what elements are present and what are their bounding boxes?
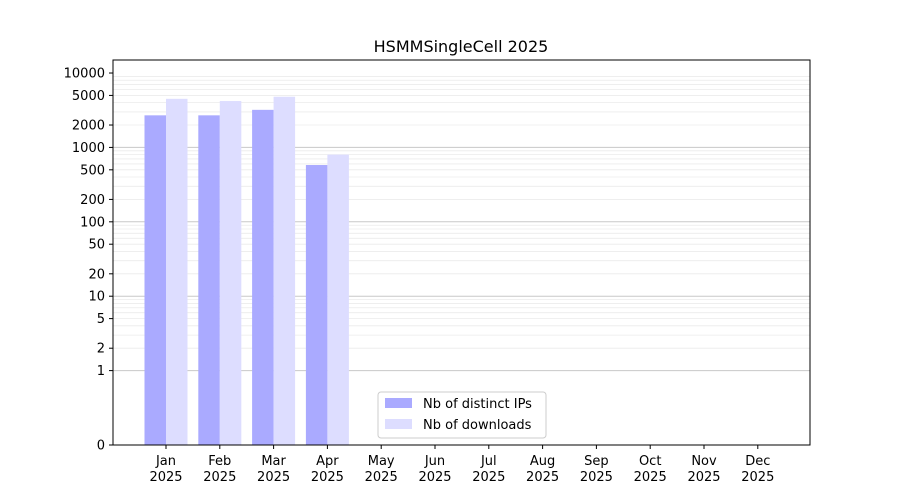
- legend-swatch: [385, 419, 412, 429]
- legend-box: [377, 391, 547, 439]
- x-tick-label: Jul 2025: [472, 454, 505, 485]
- y-tick-label: 5000: [72, 89, 105, 104]
- y-tick-label: 10: [88, 290, 105, 305]
- bar: [327, 154, 349, 445]
- chart-title: HSMMSingleCell 2025: [374, 37, 549, 56]
- bar: [166, 98, 188, 445]
- y-tick-label: 200: [80, 193, 105, 208]
- y-tick-label: 2: [97, 342, 105, 357]
- x-tick-label: Mar 2025: [257, 454, 290, 485]
- x-tick-label: Jan 2025: [149, 454, 182, 485]
- y-tick-label: 100: [80, 215, 105, 230]
- legend-swatch: [385, 398, 412, 408]
- y-tick-label: 1: [97, 364, 105, 379]
- x-tick-label: Feb 2025: [203, 454, 236, 485]
- y-tick-label: 50: [88, 238, 105, 253]
- legend-label: Nb of distinct IPs: [423, 397, 532, 412]
- legend: Nb of distinct IPs Nb of downloads: [377, 391, 547, 439]
- bar: [198, 115, 220, 445]
- x-tick-label: Apr 2025: [311, 454, 344, 485]
- x-tick-label: Nov 2025: [687, 454, 720, 485]
- x-tick-label: Dec 2025: [741, 454, 774, 485]
- y-tick-label: 1000: [72, 141, 105, 156]
- bar: [252, 109, 274, 445]
- y-tick-label: 2000: [72, 119, 105, 134]
- bar: [273, 96, 296, 446]
- x-tick-label: May 2025: [365, 454, 398, 485]
- y-tick-label: 5: [97, 312, 105, 327]
- x-tick-label: Oct 2025: [634, 454, 667, 485]
- y-tick-label: 0: [97, 439, 105, 454]
- legend-label: Nb of downloads: [423, 418, 532, 433]
- x-tick-label: Aug 2025: [526, 454, 559, 485]
- x-tick-label: Jun 2025: [418, 454, 451, 485]
- x-tick-label: Sep 2025: [580, 454, 613, 485]
- bar: [144, 115, 166, 445]
- x-axis: Jan 2025 Feb 2025 Mar 2025 Apr 2025 May 2025 Jun 20…: [149, 445, 774, 485]
- y-tick-label: 10000: [64, 67, 105, 82]
- y-tick-label: 500: [80, 163, 105, 178]
- y-axis: 0 1 2 5 10 20 50 100 200 500 1000 2000 5000 10000: [64, 67, 113, 454]
- y-tick-label: 20: [88, 267, 105, 282]
- bars: [144, 96, 349, 446]
- bar: [305, 165, 328, 445]
- bar: [219, 101, 242, 445]
- plot-frame: [112, 59, 811, 446]
